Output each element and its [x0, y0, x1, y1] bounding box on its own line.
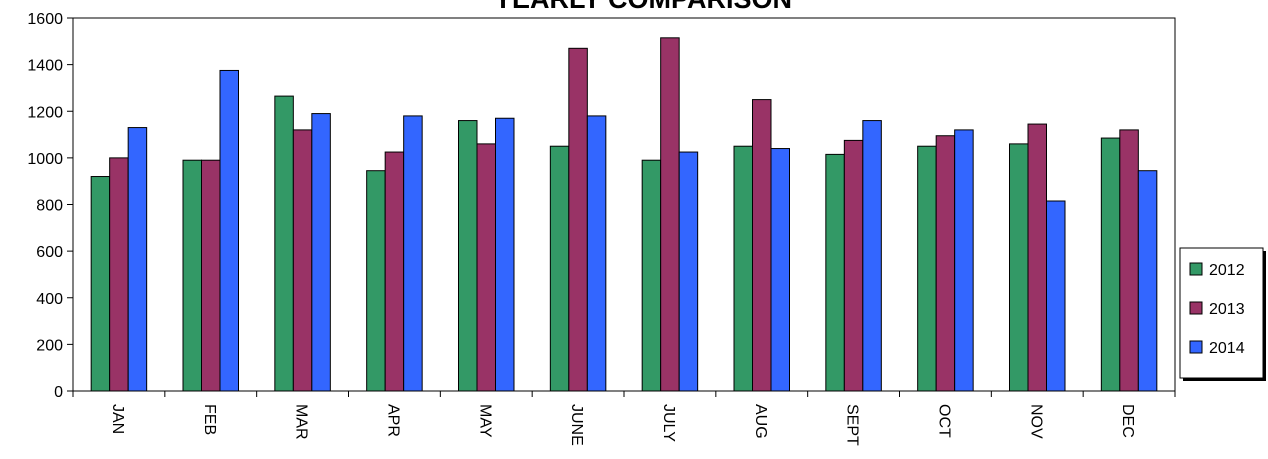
- bar-2014-mar: [311, 113, 331, 392]
- bar-2013-june: [568, 47, 588, 392]
- bar-2014-dec: [1137, 170, 1158, 392]
- x-tick-label-may: MAY: [476, 404, 493, 438]
- bar-2014-may: [495, 117, 515, 392]
- bar-2013-apr: [384, 151, 405, 392]
- bar-2014-aug: [770, 148, 790, 392]
- bar-2014-apr: [403, 115, 423, 392]
- bar-2014-june: [586, 115, 607, 392]
- bar-2014-july: [678, 151, 699, 392]
- x-tick-label-aug: AUG: [752, 404, 769, 439]
- x-tick-label-dec: DEC: [1119, 404, 1136, 438]
- plot-area: [72, 17, 1176, 392]
- x-tick-label-apr: APR: [384, 404, 401, 437]
- bar-2012-dec: [1100, 137, 1121, 392]
- x-tick-label-feb: FEB: [201, 404, 218, 435]
- x-tick-label-oct: OCT: [935, 404, 952, 438]
- y-tick-label: 1400: [27, 58, 63, 75]
- bar-2012-mar: [274, 95, 294, 392]
- bar-2013-nov: [1027, 123, 1047, 392]
- plot-frame: [72, 17, 1176, 392]
- bar-2013-oct: [935, 135, 956, 392]
- y-tick-label: 1600: [27, 11, 63, 28]
- y-tick-label: 600: [36, 244, 63, 261]
- bar-2012-june: [549, 145, 570, 392]
- legend-label-2014: 2014: [1209, 340, 1245, 357]
- bar-2013-july: [660, 37, 680, 392]
- y-tick-label: 800: [36, 198, 63, 215]
- legend-label-2012: 2012: [1209, 262, 1245, 279]
- bar-2012-nov: [1009, 143, 1029, 392]
- bar-2012-sept: [825, 153, 845, 392]
- x-tick-label-july: JULY: [660, 404, 677, 442]
- x-axis: JAN FEB MAR APR MAY JUNE JULY AUG SEPT OCT NOV DEC: [72, 391, 1176, 446]
- bar-2014-nov: [1046, 200, 1066, 392]
- legend-label-2013: 2013: [1209, 301, 1245, 318]
- y-tick-label: 1000: [27, 151, 63, 168]
- bar-2012-oct: [917, 145, 937, 392]
- bar-2012-apr: [366, 170, 386, 392]
- bar-2013-feb: [201, 159, 221, 392]
- y-tick-label: 200: [36, 337, 63, 354]
- bar-2014-oct: [954, 129, 974, 392]
- bar-2013-aug: [752, 99, 772, 392]
- x-tick-label-mar: MAR: [293, 404, 310, 440]
- bar-2013-mar: [292, 129, 313, 392]
- bar-2012-july: [641, 159, 662, 392]
- legend: 2012 2013 2014: [1179, 247, 1266, 381]
- legend-swatch-2014: [1189, 340, 1203, 354]
- bar-2013-dec: [1119, 129, 1139, 392]
- bar-2014-feb: [219, 69, 239, 392]
- bar-2012-aug: [733, 145, 753, 392]
- bar-2012-may: [458, 120, 478, 392]
- y-axis: 0 200 400 600 800 1000 1200 1400 1600: [27, 11, 73, 401]
- bar-2013-sept: [843, 139, 864, 392]
- x-tick-label-jan: JAN: [109, 404, 126, 434]
- bar-2013-may: [476, 143, 496, 392]
- legend-swatch-2012: [1189, 262, 1203, 276]
- bar-2012-jan: [90, 176, 111, 392]
- y-tick-label: 400: [36, 291, 63, 308]
- bars: [90, 37, 1158, 392]
- x-tick-label-june: JUNE: [568, 404, 585, 446]
- bar-2014-sept: [862, 120, 882, 392]
- legend-swatch-2013: [1189, 301, 1203, 315]
- x-tick-label-sept: SEPT: [844, 404, 861, 446]
- y-tick-label: 1200: [27, 104, 63, 121]
- bar-2013-jan: [109, 157, 129, 392]
- chart-title: YEARLY COMPARISON: [494, 0, 792, 14]
- y-tick-label: 0: [54, 384, 63, 401]
- x-tick-label-nov: NOV: [1027, 404, 1044, 439]
- bar-2012-feb: [182, 159, 202, 392]
- bar-2014-jan: [127, 127, 148, 392]
